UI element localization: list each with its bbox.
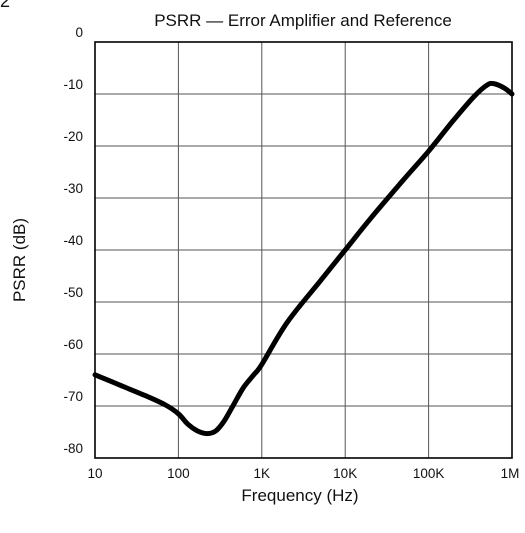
y-tick-label: -20 <box>63 129 83 144</box>
plot-area-frame <box>94 41 513 459</box>
y-tick-label: -40 <box>63 233 83 248</box>
y-axis-label: PSRR (dB) <box>10 218 29 302</box>
x-tick-label: 100 <box>167 466 190 481</box>
grid-lines <box>94 41 513 459</box>
x-tick-labels: 10 100 1K 10K 100K 1M <box>87 466 519 481</box>
corner-page-mark: 2 <box>0 0 11 11</box>
y-tick-labels: 0 -10 -20 -30 -40 -50 -60 -70 -80 <box>63 25 83 456</box>
y-tick-label: -30 <box>63 181 83 196</box>
x-tick-label: 10 <box>87 466 102 481</box>
x-tick-label: 1K <box>254 466 271 481</box>
y-tick-label: -60 <box>63 337 83 352</box>
x-tick-label: 10K <box>333 466 357 481</box>
series-line-psrr <box>92 80 515 437</box>
x-axis-label: Frequency (Hz) <box>241 486 358 505</box>
y-tick-label: -80 <box>63 441 83 456</box>
y-tick-label: -50 <box>63 285 83 300</box>
x-tick-label: 1M <box>501 466 520 481</box>
y-tick-label: -10 <box>63 77 83 92</box>
y-tick-label: 0 <box>75 25 83 40</box>
x-tick-label: 100K <box>413 466 445 481</box>
chart-title: PSRR — Error Amplifier and Reference <box>154 11 452 30</box>
y-tick-label: -70 <box>63 389 83 404</box>
